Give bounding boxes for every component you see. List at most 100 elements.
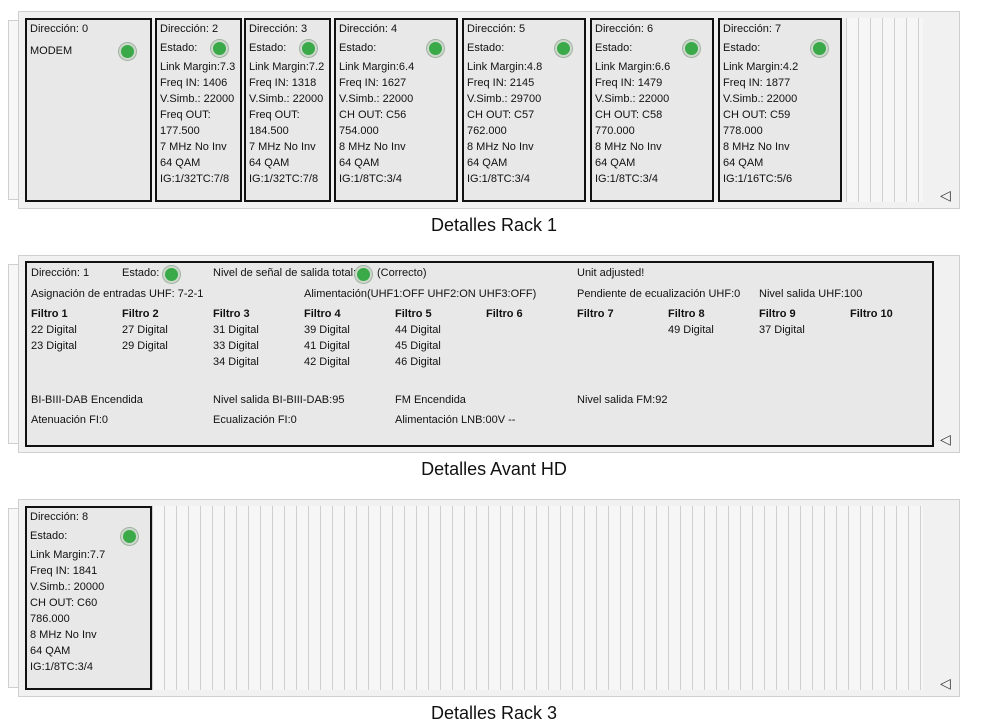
module-field: Freq IN: 2145 bbox=[467, 77, 535, 89]
avant-attenuation: Atenuación FI:0 bbox=[31, 414, 109, 426]
filter-channel: 41 Digital bbox=[304, 340, 350, 352]
status-led-icon bbox=[211, 40, 228, 57]
module-field: 770.000 bbox=[595, 125, 635, 137]
module-field: 64 QAM bbox=[160, 157, 201, 169]
collapse-arrow-icon[interactable]: ◁ bbox=[940, 431, 951, 447]
avant-signal-level-label: Nivel de señal de salida total: bbox=[213, 267, 357, 279]
module-field: 7 MHz No Inv bbox=[160, 141, 227, 153]
filter-heading: Filtro 1 bbox=[31, 308, 68, 320]
module-field: Link Margin:7.2 bbox=[249, 61, 325, 73]
rack-1-empty-slots bbox=[846, 18, 923, 202]
module-field: 64 QAM bbox=[723, 157, 764, 169]
module-field: Link Margin:6.4 bbox=[339, 61, 415, 73]
module-field: CH OUT: C57 bbox=[467, 109, 535, 121]
filter-channel: 29 Digital bbox=[122, 340, 168, 352]
receiver-module[interactable]: Dirección: 4 Estado: Link Margin:6.4 Freq I… bbox=[334, 18, 458, 202]
filter-heading: Filtro 6 bbox=[486, 308, 523, 320]
filter-channel: 44 Digital bbox=[395, 324, 441, 336]
avant-uhf-inputs: Asignación de entradas UHF: 7-2-1 bbox=[31, 288, 204, 300]
avant-lnb-power: Alimentación LNB:00V -- bbox=[395, 414, 516, 426]
status-led-icon bbox=[427, 40, 444, 57]
avant-fm-level: Nivel salida FM:92 bbox=[577, 394, 668, 406]
module-field: Link Margin:7.7 bbox=[30, 549, 106, 561]
filter-heading: Filtro 8 bbox=[668, 308, 705, 320]
module-address: Dirección: 4 bbox=[339, 23, 398, 35]
module-field: 8 MHz No Inv bbox=[339, 141, 406, 153]
avant-uhf-level: Nivel salida UHF:100 bbox=[759, 288, 863, 300]
receiver-module[interactable]: Dirección: 2 Estado: Link Margin:7.3 Freq I… bbox=[155, 18, 242, 202]
receiver-module[interactable]: Dirección: 3 Estado: Link Margin:7.2 Freq I… bbox=[244, 18, 331, 202]
status-led-icon bbox=[683, 40, 700, 57]
status-led-icon bbox=[119, 43, 136, 60]
filter-channel: 39 Digital bbox=[304, 324, 350, 336]
module-status-label: Estado: bbox=[160, 42, 198, 54]
filter-channel: 31 Digital bbox=[213, 324, 259, 336]
module-field: Freq OUT: bbox=[160, 109, 211, 121]
module-field: V.Simb.: 29700 bbox=[467, 93, 542, 105]
avant-panel[interactable]: Dirección: 1 Estado: Nivel de señal de s… bbox=[25, 261, 934, 447]
module-type: MODEM bbox=[30, 45, 73, 57]
module-field: 64 QAM bbox=[467, 157, 508, 169]
module-field: Link Margin:4.2 bbox=[723, 61, 799, 73]
collapse-arrow-icon[interactable]: ◁ bbox=[940, 187, 951, 203]
module-address: Dirección: 8 bbox=[30, 511, 89, 523]
avant-signal-status: (Correcto) bbox=[377, 267, 427, 279]
module-address: Dirección: 2 bbox=[160, 23, 219, 35]
module-field: V.Simb.: 22000 bbox=[339, 93, 414, 105]
status-led-icon bbox=[811, 40, 828, 57]
receiver-module[interactable]: Dirección: 6 Estado: Link Margin:6.6 Freq I… bbox=[590, 18, 714, 202]
module-field: Freq IN: 1406 bbox=[160, 77, 228, 89]
filter-channel: 33 Digital bbox=[213, 340, 259, 352]
module-field: IG:1/16TC:5/6 bbox=[723, 173, 793, 185]
module-status-label: Estado: bbox=[249, 42, 287, 54]
module-field: Link Margin:6.6 bbox=[595, 61, 671, 73]
module-field: 8 MHz No Inv bbox=[595, 141, 662, 153]
module-field: 754.000 bbox=[339, 125, 379, 137]
filter-heading: Filtro 4 bbox=[304, 308, 341, 320]
filter-heading: Filtro 3 bbox=[213, 308, 250, 320]
rack-3-empty-slots bbox=[152, 506, 923, 690]
module-field: V.Simb.: 22000 bbox=[723, 93, 798, 105]
filter-channel: 45 Digital bbox=[395, 340, 441, 352]
module-field: V.Simb.: 22000 bbox=[595, 93, 670, 105]
module-field: Freq IN: 1627 bbox=[339, 77, 407, 89]
filter-channel: 34 Digital bbox=[213, 356, 259, 368]
module-field: IG:1/32TC:7/8 bbox=[160, 173, 230, 185]
filter-channel: 27 Digital bbox=[122, 324, 168, 336]
module-field: 8 MHz No Inv bbox=[723, 141, 790, 153]
module-field: Freq OUT: bbox=[249, 109, 300, 121]
module-modem[interactable]: Dirección: 0 MODEM bbox=[25, 18, 152, 202]
module-field: Freq IN: 1877 bbox=[723, 77, 791, 89]
module-field: V.Simb.: 22000 bbox=[249, 93, 324, 105]
module-field: Link Margin:4.8 bbox=[467, 61, 543, 73]
module-field: 786.000 bbox=[30, 613, 70, 625]
module-address: Dirección: 3 bbox=[249, 23, 308, 35]
filter-channel: 22 Digital bbox=[31, 324, 77, 336]
filter-heading: Filtro 10 bbox=[850, 308, 893, 320]
receiver-module[interactable]: Dirección: 8 Estado: Link Margin:7.7 Freq I… bbox=[25, 506, 152, 690]
module-status-label: Estado: bbox=[723, 42, 761, 54]
module-status-label: Estado: bbox=[339, 42, 377, 54]
module-field: V.Simb.: 22000 bbox=[160, 93, 235, 105]
module-field: 8 MHz No Inv bbox=[30, 629, 97, 641]
module-field: IG:1/8TC:3/4 bbox=[30, 661, 93, 673]
module-address: Dirección: 6 bbox=[595, 23, 654, 35]
module-field: 64 QAM bbox=[249, 157, 290, 169]
module-field: 64 QAM bbox=[30, 645, 71, 657]
collapse-arrow-icon[interactable]: ◁ bbox=[940, 675, 951, 691]
status-led-icon bbox=[163, 266, 180, 283]
filter-heading: Filtro 9 bbox=[759, 308, 796, 320]
module-field: Freq IN: 1479 bbox=[595, 77, 663, 89]
filter-channel: 23 Digital bbox=[31, 340, 77, 352]
filter-heading: Filtro 7 bbox=[577, 308, 614, 320]
module-field: CH OUT: C60 bbox=[30, 597, 98, 609]
module-field: 8 MHz No Inv bbox=[467, 141, 534, 153]
filter-heading: Filtro 5 bbox=[395, 308, 432, 320]
filter-heading: Filtro 2 bbox=[122, 308, 159, 320]
signal-led-icon bbox=[355, 266, 372, 283]
avant-power: Alimentación(UHF1:OFF UHF2:ON UHF3:OFF) bbox=[304, 288, 537, 300]
receiver-module[interactable]: Dirección: 7 Estado: Link Margin:4.2 Freq I… bbox=[718, 18, 842, 202]
module-field: Freq IN: 1841 bbox=[30, 565, 98, 577]
module-field: CH OUT: C58 bbox=[595, 109, 663, 121]
receiver-module[interactable]: Dirección: 5 Estado: Link Margin:4.8 Freq I… bbox=[462, 18, 586, 202]
